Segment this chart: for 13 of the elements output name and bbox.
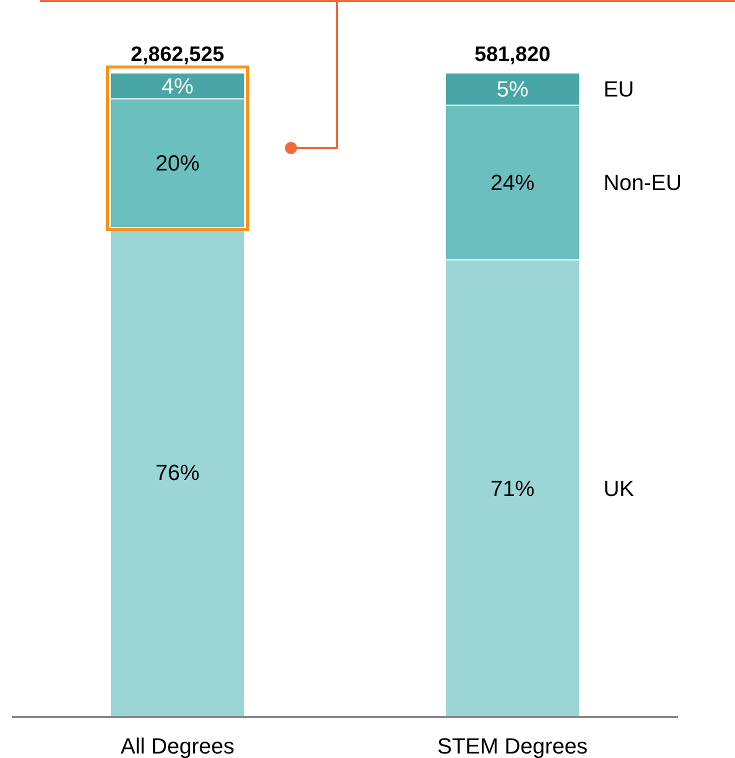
x-tick-label: STEM Degrees [437,734,588,758]
data-label: 71% [490,476,535,501]
annotation: 581,820 [474,43,550,66]
series-label: EU [604,76,634,102]
data-label: 24% [490,170,535,195]
series-label: UK [604,476,634,501]
annotation: 2,862,525 [130,43,225,66]
data-label: 5% [496,76,528,102]
data-label: 20% [155,150,200,176]
data-label: 4% [162,73,194,98]
series-label: Non-EU [604,170,682,195]
data-label: 76% [155,460,200,485]
x-tick-label: All Degrees [120,734,234,758]
